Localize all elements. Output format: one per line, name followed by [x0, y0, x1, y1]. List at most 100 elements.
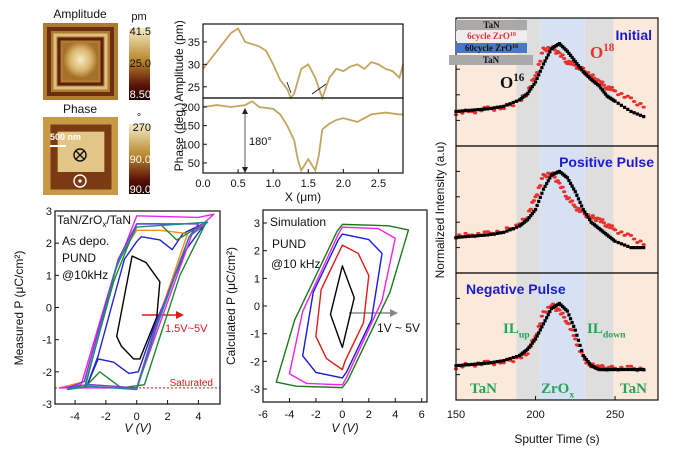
o18-point — [555, 179, 560, 183]
o16-point — [511, 100, 515, 105]
stack-label: TaN/ZrOx/TaN — [57, 213, 131, 229]
layer-region — [613, 18, 658, 400]
o16-point — [538, 69, 542, 73]
o16-point — [492, 360, 496, 364]
o18-point — [592, 216, 597, 220]
o16-point — [541, 62, 546, 66]
panel-title: Initial — [615, 27, 652, 43]
o16-point — [463, 363, 468, 367]
il-up-label-sub: up — [519, 330, 530, 341]
o16-point — [570, 55, 574, 60]
x-tick-label: -2 — [311, 409, 321, 421]
o16-point — [597, 84, 601, 88]
o16-point — [602, 90, 606, 94]
plot-frame — [202, 97, 404, 174]
x-axis-label: Sputter Time (s) — [514, 432, 599, 446]
zrox-label-main: ZrO — [541, 381, 569, 397]
o16-point — [483, 361, 487, 366]
stack-layer — [449, 55, 533, 65]
x-tick-label: -4 — [70, 411, 80, 423]
minimum-arrow — [286, 81, 327, 95]
o16-point — [580, 348, 584, 353]
x-tick-label: -4 — [285, 409, 295, 421]
o16-point — [489, 106, 493, 110]
y-tick-label: 100 — [182, 139, 200, 151]
o16-point — [460, 363, 464, 367]
o18-point — [641, 243, 646, 247]
o16-point — [525, 91, 530, 96]
o16-point — [568, 317, 573, 321]
amplitude-unit: pm — [131, 11, 146, 23]
scale-bar-label: 500 nm — [50, 132, 81, 142]
x-tick-label: 250 — [606, 409, 624, 421]
o16-point — [483, 233, 487, 237]
x-tick-label: 200 — [526, 409, 544, 421]
amplitude-colorbar — [129, 28, 150, 100]
il-down-label-sub: down — [603, 330, 626, 341]
phase-unit: ° — [137, 112, 141, 124]
profile-line — [202, 100, 403, 173]
o16-point — [632, 111, 636, 115]
y-tick-label: 35 — [188, 37, 200, 49]
o16-point — [543, 184, 547, 188]
amplitude-scale-mid: 25.0 — [130, 58, 151, 70]
phase-annotation: 180° — [249, 136, 272, 148]
o16-point — [508, 228, 512, 232]
o16-point — [578, 200, 582, 204]
o18-point — [557, 181, 562, 185]
phase-title: Phase — [63, 102, 97, 116]
o16-point — [486, 361, 490, 365]
o16-point — [543, 59, 547, 63]
o18-point — [609, 85, 615, 89]
y-tick-label: 2 — [254, 246, 260, 258]
o16-point — [467, 363, 471, 367]
layer-text: TaN — [483, 55, 500, 65]
o16-point — [642, 246, 646, 250]
y-axis-label: Normalized Intensity (a.u) — [433, 142, 447, 279]
o16-point — [619, 242, 624, 246]
y-tick-label: 0 — [254, 301, 260, 313]
layer-sup: 16 — [512, 44, 518, 50]
o16-point — [532, 339, 536, 343]
o16-point — [565, 176, 569, 180]
y-tick-label: 0 — [46, 303, 52, 315]
o16-point — [583, 355, 587, 360]
x-tick-label: 0.5 — [230, 178, 245, 190]
o16-point — [535, 203, 539, 208]
o16-point — [486, 233, 490, 237]
polarization-out-icon — [73, 174, 87, 188]
pe-loop — [315, 244, 370, 371]
o16-point — [498, 105, 503, 109]
o16-point — [514, 354, 519, 359]
o16-point — [584, 358, 589, 362]
o16-point — [548, 310, 552, 314]
x-tick-label: 1.5 — [301, 178, 316, 190]
o16-point — [479, 362, 484, 366]
o16-point — [619, 103, 624, 107]
tan-bottom-label: TaN — [470, 381, 497, 397]
o16-point — [505, 229, 509, 233]
o18-point — [622, 95, 627, 99]
o16-point — [581, 353, 585, 358]
o16-point — [581, 207, 585, 212]
o18-label-sub: 18 — [603, 42, 615, 54]
x-axis-label: V (V) — [331, 421, 358, 435]
stack-layer-label: TaN — [483, 20, 500, 30]
y-tick-label: -3 — [250, 384, 260, 396]
o18-point — [560, 185, 565, 189]
x-tick-label: 4 — [195, 411, 201, 423]
mode-label: PUND — [272, 237, 306, 251]
o16-point — [530, 341, 534, 345]
o16-point — [600, 88, 604, 92]
o18-point — [563, 194, 568, 198]
y-tick-label: -1 — [250, 329, 260, 341]
o16-point — [626, 107, 630, 111]
o18-point — [531, 77, 537, 81]
o16-point — [540, 66, 544, 70]
o18-point — [619, 92, 624, 96]
o16-point — [632, 246, 636, 250]
stack-layer — [456, 31, 527, 41]
o16-point — [463, 235, 468, 239]
o16-point — [495, 360, 499, 364]
